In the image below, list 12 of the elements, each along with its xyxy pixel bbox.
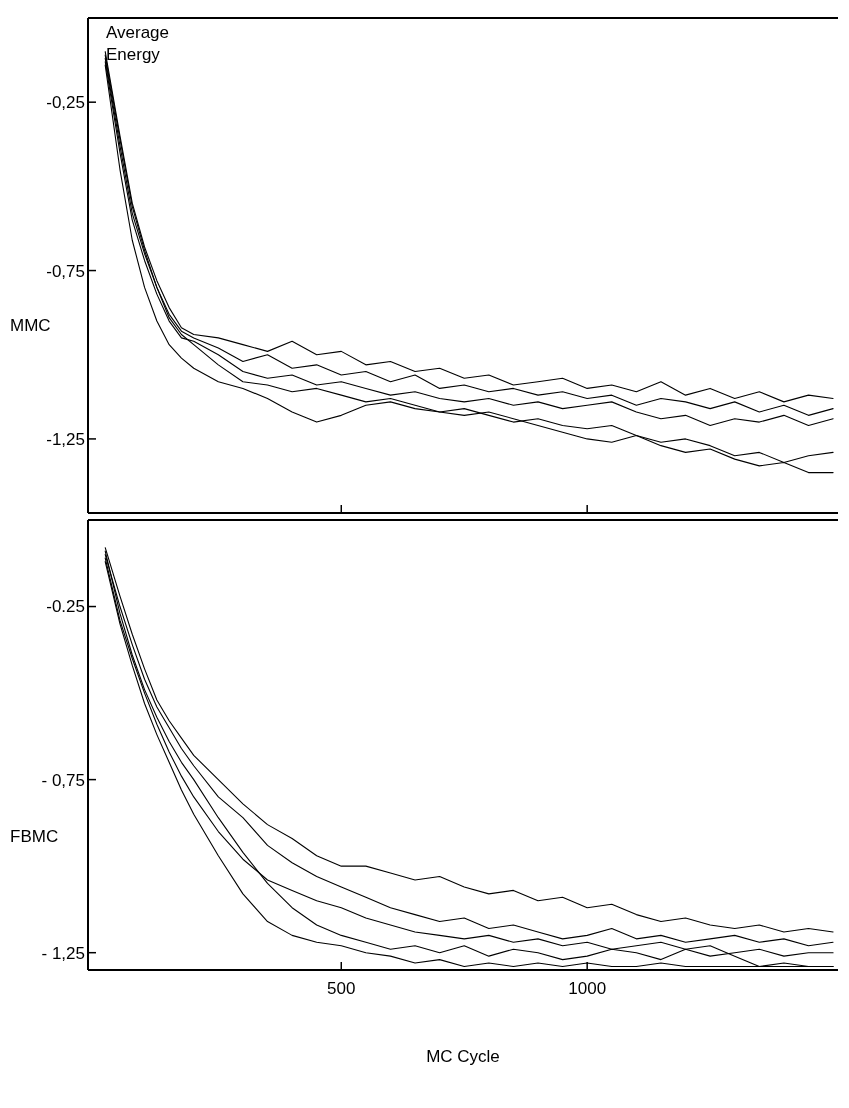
y-axis-title: FBMC xyxy=(10,827,59,847)
y-tick-label: -1,25 xyxy=(46,429,85,449)
y-tick-label: - 0,75 xyxy=(41,770,85,790)
x-tick-label: 500 xyxy=(327,979,356,998)
y-tick-label: -0,25 xyxy=(46,93,85,113)
y-tick-label: -0,75 xyxy=(46,261,85,281)
y-tick-label: - 1,25 xyxy=(41,943,85,963)
x-axis-title: MC Cycle xyxy=(426,1047,500,1066)
y-axis-title: MMC xyxy=(10,315,51,335)
y-tick-label: -0.25 xyxy=(46,597,85,617)
x-tick-label: 1000 xyxy=(568,979,607,998)
annotation: Average Energy xyxy=(106,23,170,64)
